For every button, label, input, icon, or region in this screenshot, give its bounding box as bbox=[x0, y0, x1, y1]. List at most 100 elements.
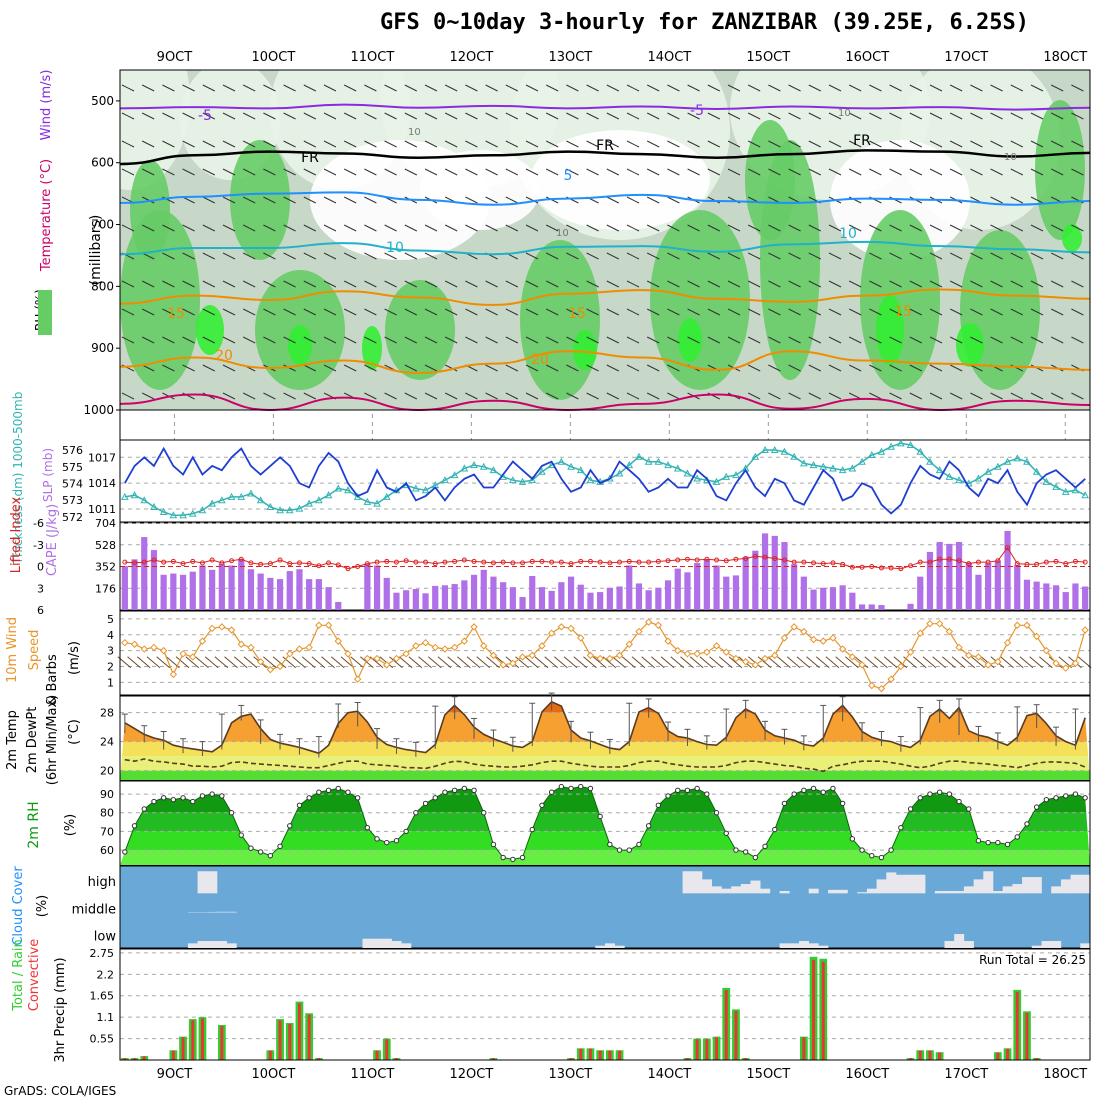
cloud-low bbox=[362, 938, 373, 948]
cloud-low bbox=[614, 945, 625, 948]
li-point bbox=[122, 559, 128, 565]
wind-barb bbox=[283, 336, 296, 344]
wind-barb bbox=[505, 140, 519, 148]
thickness-point bbox=[227, 492, 236, 500]
cape-bar bbox=[975, 574, 982, 610]
wind-speed-point bbox=[858, 661, 866, 669]
wind-speed-point bbox=[189, 653, 197, 661]
wind-barb bbox=[404, 392, 418, 400]
li-point bbox=[898, 566, 904, 572]
rh-point bbox=[451, 787, 458, 794]
cape-bar bbox=[985, 563, 992, 610]
wind-barb bbox=[626, 140, 640, 148]
wind-barb bbox=[808, 364, 822, 372]
wind-barb bbox=[485, 364, 498, 372]
wind-barb bbox=[970, 392, 983, 400]
wind-barb bbox=[427, 656, 442, 669]
wind-barb bbox=[626, 392, 640, 400]
wind-barb bbox=[1010, 168, 1024, 176]
wind-barb bbox=[1071, 140, 1084, 148]
rh-tick-label: 60 bbox=[100, 844, 114, 857]
wind-barb bbox=[949, 112, 963, 120]
wind-barb bbox=[384, 280, 397, 288]
wind-barb bbox=[311, 656, 326, 669]
cloud-high bbox=[1060, 879, 1071, 894]
wind-speed-point bbox=[654, 621, 663, 629]
wind-barb bbox=[949, 280, 963, 288]
wind-barb bbox=[1030, 252, 1044, 260]
rh-shade bbox=[420, 150, 540, 230]
precip-tick-label: 2.75 bbox=[90, 947, 115, 960]
thickness-tick-label: 572 bbox=[62, 511, 83, 524]
wind-barb bbox=[889, 112, 902, 120]
thickness-point bbox=[450, 471, 459, 479]
wind-barb bbox=[667, 252, 680, 260]
thickness-point bbox=[897, 439, 905, 447]
temp-axis-label: 2m DewPt bbox=[25, 707, 40, 774]
precip-conv-bar bbox=[171, 1050, 175, 1060]
thickness-point bbox=[441, 476, 449, 484]
temp-line bbox=[124, 700, 1086, 755]
cloud-low bbox=[595, 945, 606, 948]
wind-barb bbox=[929, 112, 943, 120]
cloud-high bbox=[1002, 886, 1013, 894]
wind-barb bbox=[808, 168, 822, 176]
thickness-point bbox=[1071, 486, 1080, 494]
wind-barb bbox=[444, 308, 458, 316]
wind-barb bbox=[242, 252, 256, 260]
wind-speed-point bbox=[887, 675, 895, 683]
li-point bbox=[248, 560, 254, 566]
wind-barb bbox=[869, 84, 882, 92]
rh-shade bbox=[385, 280, 455, 380]
wind-barb bbox=[424, 168, 438, 176]
cloud-high bbox=[983, 871, 994, 894]
rh-point bbox=[810, 785, 817, 792]
wind-barb bbox=[848, 336, 862, 344]
wind-barb bbox=[828, 308, 842, 316]
wind-barb bbox=[162, 336, 175, 344]
cape-bar bbox=[684, 572, 691, 610]
li-point bbox=[733, 556, 739, 562]
rh-point bbox=[742, 849, 749, 855]
wind-barb bbox=[222, 308, 236, 316]
wind-barb bbox=[1071, 84, 1084, 92]
precip-conv-bar bbox=[802, 1037, 806, 1060]
rh-point bbox=[645, 823, 652, 829]
rh-point bbox=[519, 854, 526, 861]
thickness-point bbox=[256, 496, 265, 504]
cape-bar bbox=[189, 571, 196, 610]
cape-bar bbox=[694, 563, 701, 610]
cloud-low bbox=[954, 934, 965, 948]
li-point bbox=[762, 554, 768, 560]
rh-point bbox=[936, 789, 943, 795]
thickness-point bbox=[382, 492, 391, 500]
rh-point bbox=[510, 856, 516, 863]
wind-barb bbox=[586, 84, 599, 92]
thickness-point bbox=[208, 499, 216, 507]
wind-barb bbox=[869, 252, 882, 260]
li-point bbox=[510, 560, 516, 566]
wind-barb bbox=[505, 308, 519, 316]
thickness-point bbox=[858, 457, 866, 465]
rh-point bbox=[432, 795, 438, 801]
wind-barb bbox=[909, 112, 923, 120]
cloud-low bbox=[207, 941, 218, 948]
wind-barb bbox=[1050, 252, 1064, 260]
cape-bar bbox=[558, 582, 565, 610]
rh-shade bbox=[678, 318, 702, 362]
li-point bbox=[1043, 559, 1049, 565]
wind-barb bbox=[321, 656, 335, 669]
cloud-middle bbox=[207, 911, 218, 913]
wind-barb bbox=[788, 336, 801, 344]
rh2m-axis-label: 2m RH bbox=[26, 801, 42, 848]
wind-barb bbox=[687, 224, 700, 232]
rh-point bbox=[587, 785, 594, 792]
rh-point bbox=[160, 795, 167, 801]
wind-barb bbox=[121, 280, 135, 288]
wind-barb bbox=[121, 112, 135, 120]
wind-barb bbox=[242, 140, 256, 148]
wind-barb bbox=[404, 252, 418, 260]
wind-speed-point bbox=[693, 650, 701, 658]
cape-bar bbox=[926, 551, 934, 610]
cape-bar bbox=[791, 564, 798, 610]
